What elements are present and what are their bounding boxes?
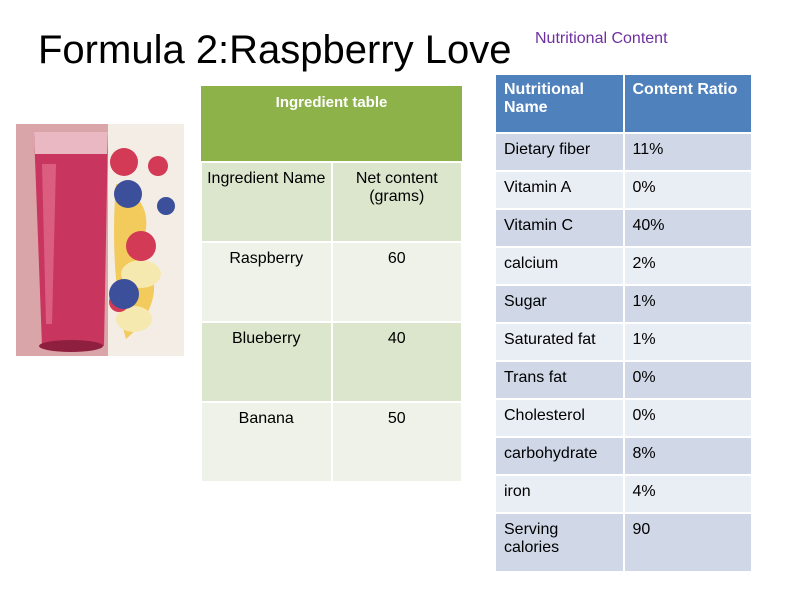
table-row: Vitamin A 0% [494, 170, 753, 210]
table-row: Raspberry 60 [200, 241, 463, 323]
ingredient-name: Blueberry [200, 321, 333, 403]
nutrient-ratio: 8% [622, 436, 753, 476]
nutrient-ratio: 90 [622, 512, 753, 573]
table-row: Trans fat 0% [494, 360, 753, 400]
nutrient-name: Saturated fat [494, 322, 625, 362]
table-row: Vitamin C 40% [494, 208, 753, 248]
table-row: Sugar 1% [494, 284, 753, 324]
ingredient-table: Ingredient table Ingredient Name Net con… [200, 86, 463, 483]
nutrient-name: Cholesterol [494, 398, 625, 438]
column-header-content-ratio: Content Ratio [622, 73, 753, 134]
slide-title: Formula 2:Raspberry Love [38, 28, 512, 72]
table-row: Saturated fat 1% [494, 322, 753, 362]
nutrition-table: Nutritional Name Content Ratio Dietary f… [494, 73, 753, 573]
ingredient-grams: 50 [330, 401, 463, 483]
nutrient-ratio: 11% [622, 132, 753, 172]
table-row: calcium 2% [494, 246, 753, 286]
nutrient-ratio: 4% [622, 474, 753, 514]
nutrient-ratio: 0% [622, 398, 753, 438]
nutrient-ratio: 40% [622, 208, 753, 248]
ingredient-table-header: Ingredient table [201, 86, 462, 162]
table-row: iron 4% [494, 474, 753, 514]
table-row: Blueberry 40 [200, 321, 463, 403]
table-row: Banana 50 [200, 401, 463, 483]
table-row: carbohydrate 8% [494, 436, 753, 476]
nutrition-caption: Nutritional Content [535, 30, 668, 47]
ingredient-name: Raspberry [200, 241, 333, 323]
column-header-nutritional-name: Nutritional Name [494, 73, 625, 134]
table-row: Dietary fiber 11% [494, 132, 753, 172]
table-row: Serving calories 90 [494, 512, 753, 573]
nutrient-name: Vitamin C [494, 208, 625, 248]
smoothie-image [16, 124, 184, 356]
column-header-ingredient-name: Ingredient Name [200, 161, 333, 243]
nutrient-name: carbohydrate [494, 436, 625, 476]
nutrient-ratio: 0% [622, 360, 753, 400]
nutrient-ratio: 1% [622, 284, 753, 324]
ingredient-name: Banana [200, 401, 333, 483]
column-header-net-content: Net content (grams) [330, 161, 463, 243]
nutrient-ratio: 2% [622, 246, 753, 286]
nutrient-name: iron [494, 474, 625, 514]
nutrient-name: calcium [494, 246, 625, 286]
ingredient-grams: 40 [330, 321, 463, 403]
table-row: Cholesterol 0% [494, 398, 753, 438]
nutrient-ratio: 1% [622, 322, 753, 362]
ingredient-grams: 60 [330, 241, 463, 323]
nutrient-ratio: 0% [622, 170, 753, 210]
nutrient-name: Serving calories [494, 512, 625, 573]
nutrient-name: Vitamin A [494, 170, 625, 210]
nutrient-name: Trans fat [494, 360, 625, 400]
nutrient-name: Sugar [494, 284, 625, 324]
nutrient-name: Dietary fiber [494, 132, 625, 172]
